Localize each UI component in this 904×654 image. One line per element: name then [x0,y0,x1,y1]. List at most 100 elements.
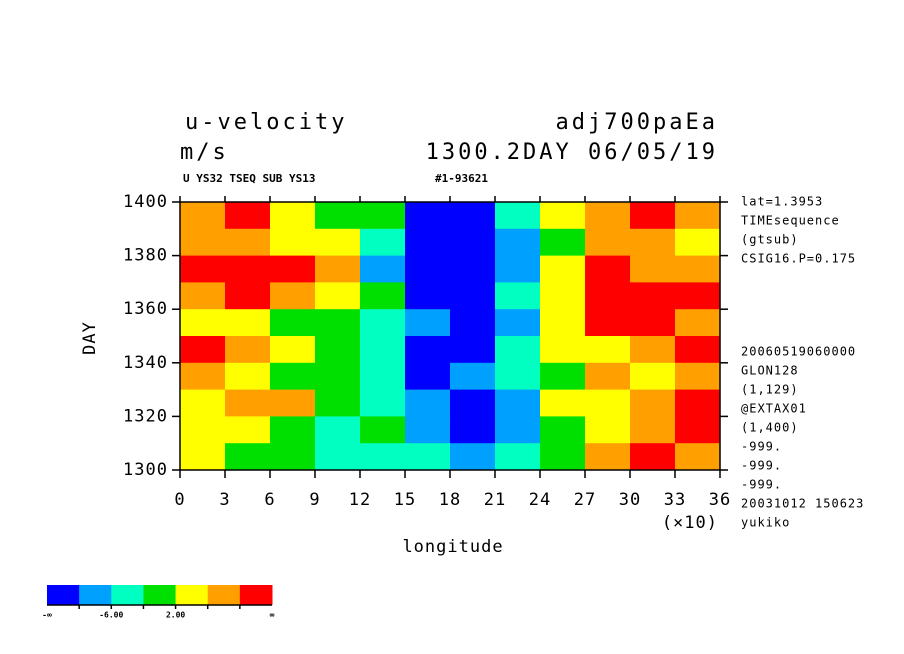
cell [225,362,271,391]
x-tick-label: 36 [709,490,731,510]
colorbar-label: 2.00 [166,611,185,620]
cell [405,282,451,310]
cell [540,443,586,471]
cell [360,202,406,230]
cell [225,389,271,417]
cell [675,416,721,444]
cell [180,336,226,364]
side-note: TIMEsequence [741,214,840,228]
cell [450,309,496,337]
cell [315,362,361,391]
side-note: 20060519060000 [741,345,856,359]
cell [450,202,496,230]
cell [630,309,676,337]
cell [585,443,631,471]
cell [585,228,631,257]
side-note: (gtsub) [741,233,799,247]
side-note: @EXTAX01 [741,402,807,416]
x-tick-label: 27 [574,490,596,510]
y-tick-label: 1340 [123,353,168,373]
x-tick-label: 12 [349,490,371,510]
cell [675,336,721,364]
cell [360,255,406,283]
colorbar-swatch [143,585,177,605]
y-tick-label: 1320 [123,406,168,426]
colorbar-swatch [79,585,112,605]
cell [630,416,676,444]
cell [405,443,451,471]
cell [630,282,676,310]
cell [495,309,541,337]
cell [180,282,226,310]
title-right: adj700paEa [556,110,718,135]
side-note: (1,400) [741,421,799,435]
cell [540,336,586,364]
y-tick-label: 1360 [123,299,168,319]
cell [225,336,271,364]
cell [450,336,496,364]
cell [495,389,541,417]
cell [180,416,226,444]
cell [675,255,721,283]
cell [450,228,496,257]
cell [405,336,451,364]
cell [270,255,316,283]
cell [225,309,271,337]
cell [180,443,226,471]
cell [225,282,271,310]
cell [675,202,721,230]
side-note: yukiko [741,516,790,530]
cell [495,202,541,230]
colorbar-label: -6.00 [99,611,123,620]
cell [270,282,316,310]
cell [315,389,361,417]
cell [540,389,586,417]
colorbar-swatch [239,585,273,605]
caption-left: U YS32 TSEQ SUB YS13 [183,172,315,185]
cell [585,309,631,337]
colorbar-swatch [175,585,209,605]
cell [585,389,631,417]
x-tick-label: 15 [394,490,416,510]
cell [540,416,586,444]
side-note: GLON128 [741,364,799,378]
cell [540,282,586,310]
cell [495,362,541,391]
cell [450,389,496,417]
colorbar-label: ∞ [270,611,275,620]
cell [360,336,406,364]
y-tick-label: 1380 [123,246,168,266]
cell [405,202,451,230]
cell [270,202,316,230]
cell [315,202,361,230]
cell [315,282,361,310]
cell [675,228,721,257]
cell [225,228,271,257]
cell [405,389,451,417]
cell [225,416,271,444]
cell [585,362,631,391]
cell [495,416,541,444]
x-tick-label: 9 [309,490,320,510]
cell [630,202,676,230]
cell [630,228,676,257]
x-tick-label: 24 [529,490,551,510]
cell [450,282,496,310]
cell [495,443,541,471]
x-tick-label: 30 [619,490,641,510]
subtitle-right: 1300.2DAY 06/05/19 [426,140,718,165]
cell [315,443,361,471]
x-tick-label: 21 [484,490,506,510]
cell [180,255,226,283]
y-tick-label: 1300 [123,460,168,480]
cell [585,255,631,283]
units: m/s [180,140,229,165]
cell [405,309,451,337]
cell [630,389,676,417]
cell [585,416,631,444]
x-tick-label: 0 [174,490,185,510]
colorbar-label: -∞ [42,611,52,620]
cell [540,202,586,230]
side-note: lat=1.3953 [741,195,823,209]
cell [270,228,316,257]
